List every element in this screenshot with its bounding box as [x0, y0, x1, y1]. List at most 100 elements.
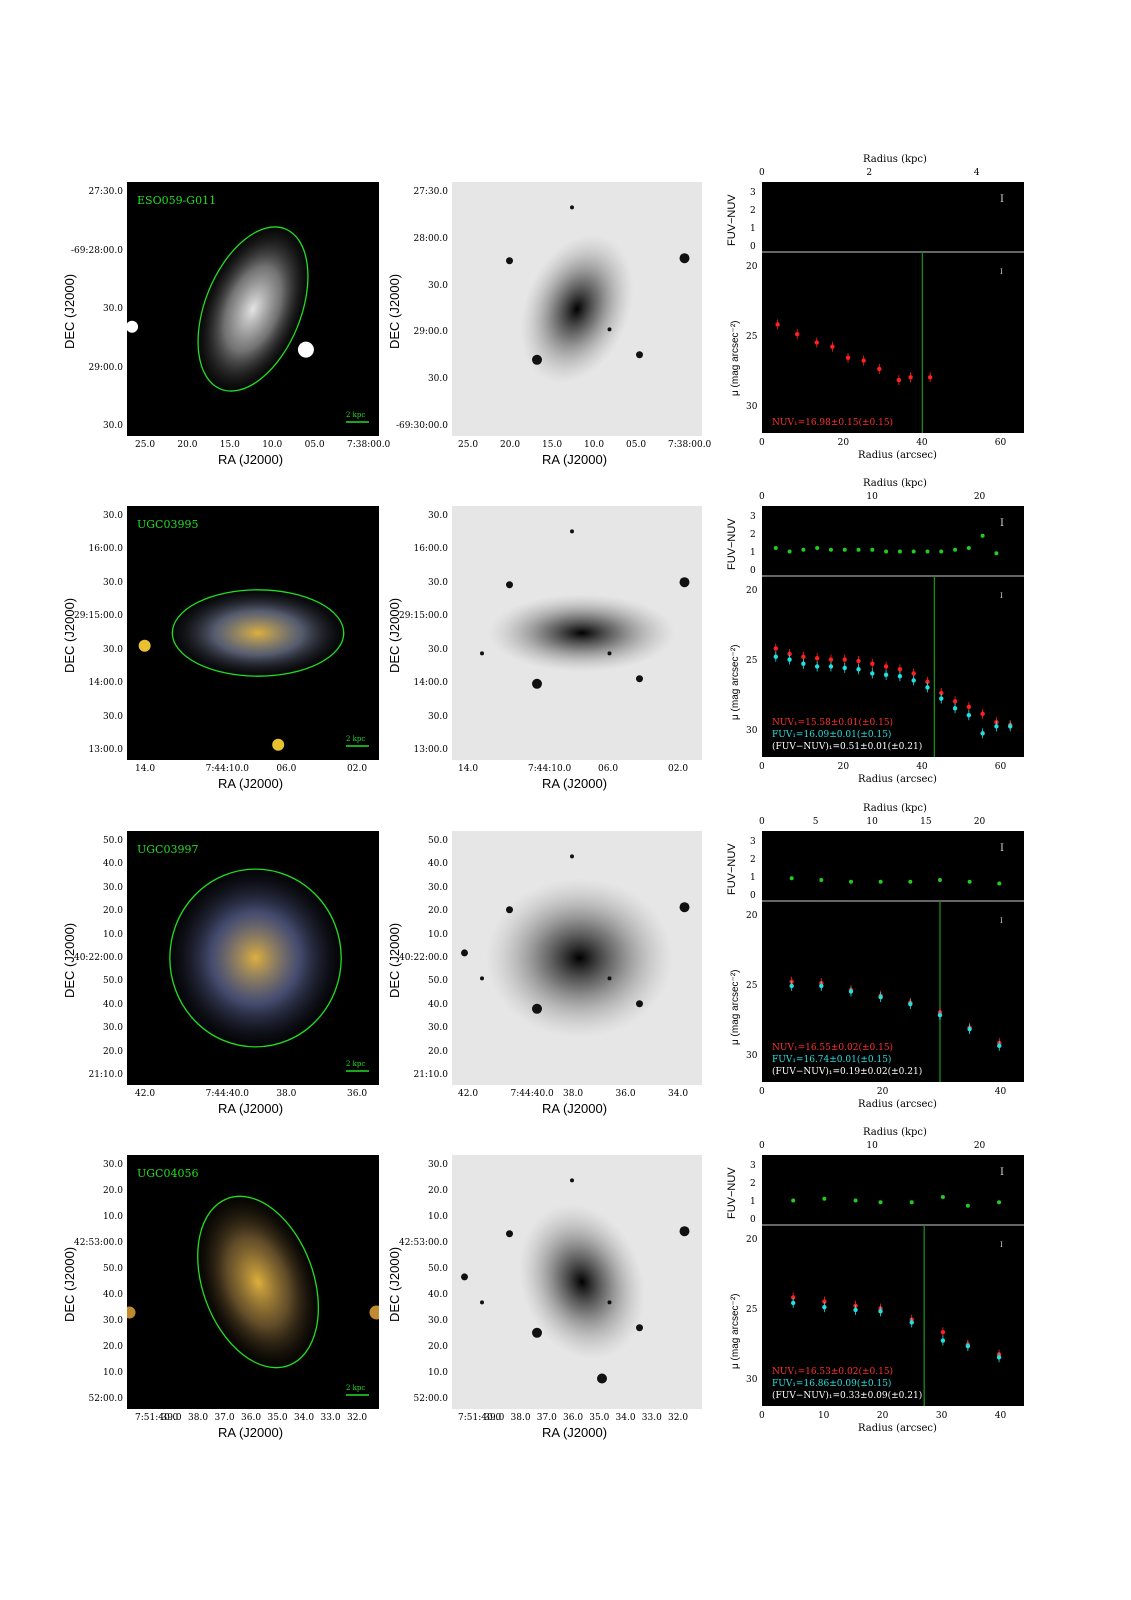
color-data-point	[822, 1196, 827, 1201]
ra-axis-label: RA (J2000)	[218, 776, 284, 791]
data-point-nuv	[828, 657, 834, 662]
error-glyph: I	[1000, 1241, 1003, 1249]
data-point-fuv	[878, 1309, 883, 1314]
galaxy-core	[520, 234, 634, 384]
data-point-fuv	[883, 672, 889, 678]
kpc-tick-label: 0	[759, 168, 765, 178]
data-point-nuv	[814, 655, 820, 661]
error-glyph: I	[1000, 194, 1004, 205]
gray-ra-tick-label: 02.0	[668, 764, 689, 774]
data-point-nuv	[842, 657, 847, 662]
dec-tick-label: 29:15:00.0	[73, 611, 123, 622]
kpc-tick-label: 10	[866, 817, 878, 827]
data-point-fuv	[842, 665, 847, 671]
gray-dec-tick-label: -69:30:00.0	[395, 421, 448, 431]
star	[480, 976, 484, 981]
galaxy-glow	[159, 583, 357, 683]
grayscale-image	[506, 205, 690, 384]
color-data-point	[791, 1198, 796, 1203]
gray-dec-tick-label: 27:30.0	[413, 187, 448, 197]
ra-tick-label: 14.0	[135, 764, 156, 774]
color-data-point	[911, 549, 916, 554]
star	[532, 1327, 542, 1338]
plot-background	[762, 1155, 1024, 1406]
dec-axis-label: DEC (J2000)	[62, 922, 77, 998]
ra-tick-label: 10.0	[262, 440, 283, 450]
profile-panel: I I NUV₁=15.58±0.01(±0.15) FUV₁=16.09±0.01(…	[762, 506, 1024, 757]
data-point-nuv	[896, 377, 902, 383]
total-magnitude-text: (FUV−NUV)₁=0.51±0.01(±0.21)	[772, 741, 922, 752]
total-magnitude-text: NUV₁=16.55±0.02(±0.15)	[772, 1042, 893, 1053]
gray-dec-tick-label: 20.0	[427, 906, 448, 917]
gray-dec-tick-label: 50.0	[427, 976, 448, 987]
dec-tick-label: 20.0	[102, 906, 123, 917]
mu-tick-label: 25	[746, 332, 758, 342]
color-data-point	[819, 878, 824, 882]
gray-ra-tick-label: 14.0	[458, 764, 479, 774]
gray-dec-tick-label: 30.0	[427, 644, 448, 655]
star	[297, 341, 314, 358]
color-data-point	[980, 533, 985, 538]
data-point-nuv	[814, 340, 819, 345]
gray-dec-tick-label: 30.0	[427, 511, 448, 521]
galaxy-core	[486, 877, 673, 1039]
dec-tick-label: -69:28:00.0	[70, 245, 123, 256]
data-point-fuv	[909, 1320, 914, 1325]
ra-tick-label: 25.0	[135, 440, 156, 450]
kpc-tick-label: 20	[973, 817, 986, 827]
star	[532, 354, 542, 365]
color-data-point	[856, 547, 861, 552]
scale-bar-label: 2 kpc	[346, 735, 366, 743]
star	[532, 1003, 542, 1014]
ra-axis-label: RA (J2000)	[218, 1101, 284, 1116]
data-point-nuv	[939, 690, 944, 696]
arcsec-tick-label: 10	[817, 1411, 830, 1421]
arcsec-tick-label: 40	[994, 1087, 1007, 1097]
color-data-point	[937, 878, 942, 882]
color-tick-label: 2	[750, 530, 756, 540]
kpc-axis-label: Radius (kpc)	[863, 803, 927, 814]
gray-dec-tick-label: 13:00.0	[413, 745, 448, 755]
mu-axis-label: μ (mag arcsec⁻²)	[730, 320, 741, 397]
color-tick-label: 1	[750, 1197, 756, 1207]
dec-tick-label: 10.0	[102, 1212, 123, 1222]
color-data-point	[801, 547, 806, 552]
mu-axis-label: μ (mag arcsec⁻²)	[730, 1293, 741, 1370]
gray-dec-tick-label: 29:15:00.0	[398, 611, 448, 622]
star	[679, 577, 690, 588]
galaxy-glow	[156, 855, 355, 1061]
star	[607, 1300, 612, 1305]
color-data-point	[870, 547, 875, 552]
galaxy-glow	[188, 1183, 328, 1381]
scale-bar-label: 2 kpc	[346, 1060, 366, 1068]
grayscale-image-panel	[452, 831, 702, 1085]
profile-plot: I I NUV₁=16.98±0.15(±0.15)	[762, 182, 1024, 433]
gray-dec-tick-label: 20.0	[427, 1342, 448, 1352]
gray-dec-tick-label: 50.0	[427, 836, 448, 846]
dec-tick-label: 20.0	[102, 1186, 123, 1196]
data-point-nuv	[801, 654, 806, 659]
ra-tick-label: 32.0	[347, 1413, 368, 1423]
mu-tick-label: 20	[746, 586, 758, 596]
color-data-point	[787, 549, 792, 554]
galaxy-image	[123, 1183, 384, 1396]
galaxy-image-panel	[123, 1155, 384, 1409]
color-tick-label: 1	[750, 873, 756, 883]
dec-tick-label: 50.0	[102, 976, 123, 987]
gray-dec-tick-label: 20.0	[427, 1046, 448, 1057]
star	[679, 1226, 690, 1237]
dec-tick-label: 16:00.0	[88, 544, 123, 555]
color-data-point	[878, 1200, 883, 1205]
gray-dec-tick-label: 50.0	[427, 1264, 448, 1274]
gray-ra-tick-label: 7:38:00.0	[668, 440, 712, 450]
dec-tick-label: 30.0	[102, 1023, 123, 1034]
data-point-fuv	[967, 1026, 972, 1032]
data-point-fuv	[897, 674, 903, 679]
dec-axis-label: DEC (J2000)	[62, 1246, 77, 1322]
gray-dec-tick-label: 42:53:00.0	[398, 1238, 448, 1248]
color-tick-label: 2	[750, 1179, 756, 1189]
arcsec-tick-label: 20	[837, 762, 850, 772]
gray-ra-axis-label: RA (J2000)	[542, 1425, 608, 1440]
gray-dec-tick-label: 30.0	[427, 1316, 448, 1326]
profile-panel: I I NUV₁=16.55±0.02(±0.15) FUV₁=16.74±0.01(…	[762, 831, 1024, 1082]
